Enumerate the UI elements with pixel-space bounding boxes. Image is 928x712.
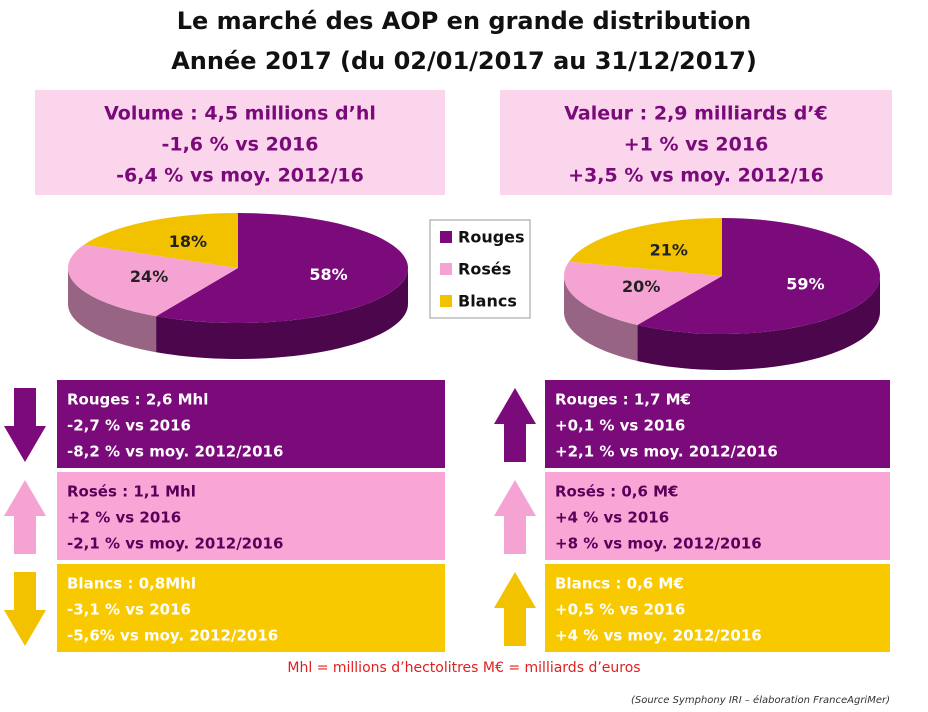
detail-box — [545, 564, 890, 652]
detail-box — [545, 380, 890, 468]
summary-line: +1 % vs 2016 — [624, 134, 769, 156]
pie-side — [637, 276, 880, 370]
summary-line: -1,6 % vs 2016 — [161, 134, 318, 156]
source: (Source Symphony IRI – élaboration Franc… — [631, 694, 890, 706]
slice-label: 58% — [309, 265, 347, 284]
pie-side — [68, 268, 157, 353]
detail-line: +4 % vs 2016 — [555, 509, 669, 527]
detail-line: Blancs : 0,6 M€ — [555, 575, 684, 593]
summary-line: -6,4 % vs moy. 2012/16 — [116, 165, 364, 187]
detail-box — [57, 564, 445, 652]
detail-line: Blancs : 0,8Mhl — [67, 575, 196, 593]
legend-label: Blancs — [458, 292, 517, 311]
pie-slice — [637, 218, 881, 334]
arrow-down — [4, 572, 46, 646]
detail-line: +0,5 % vs 2016 — [555, 601, 685, 619]
legend-label: Rosés — [458, 260, 511, 279]
slice-label: 24% — [130, 267, 168, 286]
title: Année 2017 (du 02/01/2017 au 31/12/2017) — [171, 47, 757, 75]
detail-line: Rouges : 1,7 M€ — [555, 391, 691, 409]
detail-line: +2 % vs 2016 — [67, 509, 181, 527]
detail-line: Rosés : 1,1 Mhl — [67, 483, 196, 501]
pie-slice — [156, 213, 408, 323]
detail-box — [57, 380, 445, 468]
arrow-up — [494, 480, 536, 554]
slice-label: 18% — [169, 232, 207, 251]
detail-line: -8,2 % vs moy. 2012/2016 — [67, 443, 283, 461]
summary-box — [35, 90, 445, 195]
detail-line: -5,6% vs moy. 2012/2016 — [67, 627, 278, 645]
slice-label: 59% — [786, 274, 824, 293]
detail-box — [545, 472, 890, 560]
detail-line: Rosés : 0,6 M€ — [555, 483, 679, 501]
pie-slice — [564, 261, 722, 325]
pie-slice — [84, 213, 238, 268]
pie-side — [156, 268, 408, 359]
detail-box — [57, 472, 445, 560]
summary-line: +3,5 % vs moy. 2012/16 — [568, 165, 824, 187]
legend-label: Rouges — [458, 228, 525, 247]
detail-line: -2,7 % vs 2016 — [67, 417, 191, 435]
legend-swatch — [440, 263, 452, 275]
legend-swatch — [440, 295, 452, 307]
summary-box — [500, 90, 892, 195]
arrow-up — [494, 572, 536, 646]
detail-line: +8 % vs moy. 2012/2016 — [555, 535, 762, 553]
summary-line: Volume : 4,5 millions d’hl — [104, 103, 376, 125]
title: Le marché des AOP en grande distribution — [177, 7, 752, 35]
arrow-up — [494, 388, 536, 462]
footnote: Mhl = millions d’hectolitres M€ = millia… — [287, 660, 640, 676]
detail-line: -2,1 % vs moy. 2012/2016 — [67, 535, 283, 553]
detail-line: +2,1 % vs moy. 2012/2016 — [555, 443, 778, 461]
arrow-up — [4, 480, 46, 554]
pie-side — [564, 276, 638, 361]
detail-line: +0,1 % vs 2016 — [555, 417, 685, 435]
legend-swatch — [440, 231, 452, 243]
slice-label: 21% — [650, 240, 688, 259]
arrow-down — [4, 388, 46, 462]
pie-slice — [568, 217, 722, 276]
slice-label: 20% — [622, 277, 660, 296]
summary-line: Valeur : 2,9 milliards d’€ — [564, 103, 828, 125]
detail-line: Rouges : 2,6 Mhl — [67, 391, 208, 409]
pie-slice — [68, 244, 238, 317]
detail-line: -3,1 % vs 2016 — [67, 601, 191, 619]
detail-line: +4 % vs moy. 2012/2016 — [555, 627, 762, 645]
